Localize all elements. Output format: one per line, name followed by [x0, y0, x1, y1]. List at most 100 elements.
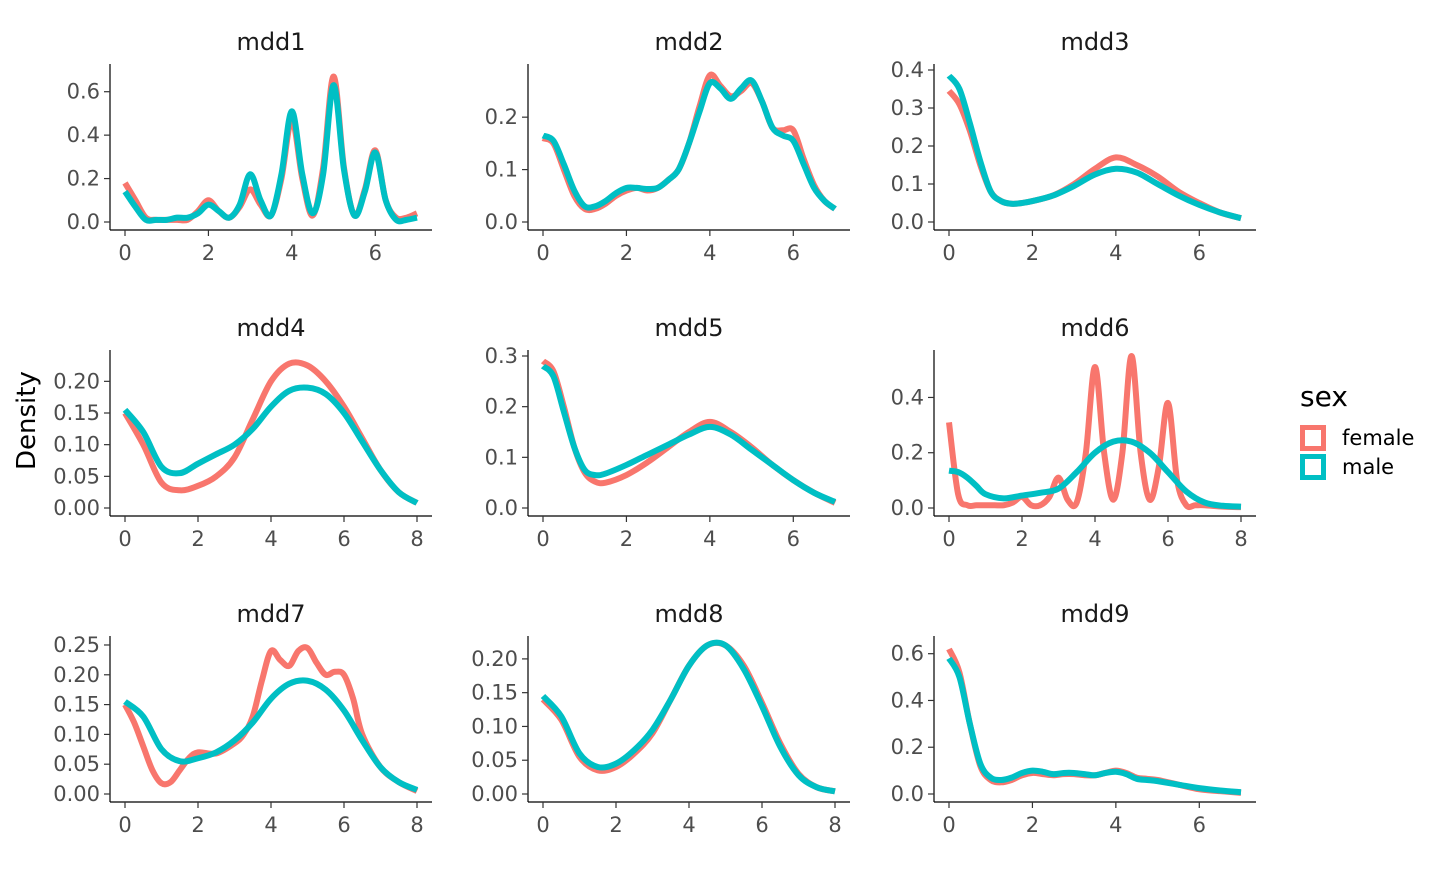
- density-line-male: [540, 363, 837, 505]
- y-tick-label: 0.2: [485, 105, 518, 129]
- x-tick-label: 2: [620, 527, 633, 551]
- y-tick-label: 0.1: [891, 172, 924, 196]
- density-line-female: [122, 644, 419, 794]
- x-tick-label: 2: [202, 241, 215, 265]
- y-tick-label: 0.05: [471, 748, 518, 772]
- x-tick-label: 6: [369, 241, 382, 265]
- x-tick-label: 6: [1193, 241, 1206, 265]
- legend-label-female: female: [1342, 425, 1415, 450]
- panel-title-mdd8: mdd8: [654, 600, 723, 628]
- panel-mdd6: mdd6 0 2 4 6 8 0.0 0.2 0.4: [891, 314, 1256, 551]
- x-tick-label: 6: [1193, 813, 1206, 837]
- y-tick-label: 0.10: [53, 722, 100, 746]
- x-tick-label: 0: [118, 241, 131, 265]
- x-tick-label: 8: [410, 527, 423, 551]
- panel-mdd1: mdd1 0 2 4 6 0.0 0.2 0.4 0.6: [67, 28, 432, 265]
- x-tick-label: 4: [703, 527, 716, 551]
- x-tick-label: 4: [285, 241, 298, 265]
- y-tick-label: 0.1: [485, 158, 518, 182]
- x-tick-label: 4: [1109, 241, 1122, 265]
- y-tick-label: 0.3: [891, 96, 924, 120]
- y-tick-label: 0.20: [53, 663, 100, 687]
- x-tick-label: 2: [191, 527, 204, 551]
- legend-item-female: female: [1300, 423, 1414, 452]
- x-tick-label: 6: [787, 527, 800, 551]
- panel-title-mdd1: mdd1: [236, 28, 305, 56]
- x-tick-label: 8: [410, 813, 423, 837]
- y-tick-label: 0.10: [471, 714, 518, 738]
- y-tick-label: 0.0: [67, 210, 100, 234]
- x-tick-label: 4: [264, 813, 277, 837]
- panel-mdd9: mdd9 0 2 4 6 0.0 0.2 0.4 0.6: [891, 600, 1256, 837]
- density-line-male: [123, 677, 419, 793]
- panel-title-mdd7: mdd7: [236, 600, 305, 628]
- x-tick-label: 0: [536, 241, 549, 265]
- y-tick-label: 0.15: [53, 401, 100, 425]
- y-axis-label: Density: [12, 371, 42, 470]
- panel-title-mdd3: mdd3: [1060, 28, 1129, 56]
- panel-mdd7: mdd7 0 2 4 6 8 0.00 0.05 0.10 0.15 0.20 0.25: [53, 600, 432, 837]
- density-line-male: [946, 73, 1242, 222]
- y-tick-label: 0.20: [471, 647, 518, 671]
- panel-mdd5: mdd5 0 2 4 6 0.0 0.1 0.2 0.3: [485, 314, 850, 551]
- y-tick-label: 0.0: [485, 210, 518, 234]
- x-tick-label: 4: [264, 527, 277, 551]
- y-tick-label: 0.20: [53, 369, 100, 393]
- y-tick-label: 0.1: [485, 445, 518, 469]
- density-line-female: [122, 359, 419, 506]
- density-line-male: [946, 656, 1242, 796]
- x-tick-label: 4: [1088, 527, 1101, 551]
- x-tick-label: 0: [942, 527, 955, 551]
- y-tick-label: 0.2: [485, 395, 518, 419]
- y-tick-label: 0.0: [891, 782, 924, 806]
- y-tick-label: 0.25: [53, 633, 100, 657]
- y-tick-label: 0.4: [67, 123, 100, 147]
- y-tick-label: 0.4: [891, 385, 924, 409]
- panel-mdd3: mdd3 0 2 4 6 0.0 0.1 0.2 0.3 0.4: [891, 28, 1256, 265]
- y-tick-label: 0.2: [891, 441, 924, 465]
- density-line-male: [541, 77, 837, 212]
- panel-title-mdd2: mdd2: [654, 28, 723, 56]
- x-tick-label: 2: [1015, 527, 1028, 551]
- x-tick-label: 0: [118, 813, 131, 837]
- y-tick-label: 0.2: [67, 167, 100, 191]
- x-tick-label: 8: [828, 813, 841, 837]
- density-line-female: [946, 353, 1242, 511]
- y-tick-label: 0.0: [485, 496, 518, 520]
- y-tick-label: 0.15: [53, 693, 100, 717]
- y-tick-label: 0.6: [67, 80, 100, 104]
- x-tick-label: 0: [118, 527, 131, 551]
- x-tick-label: 0: [536, 813, 549, 837]
- panel-mdd4: mdd4 0 2 4 6 8 0.00 0.05 0.10 0.15 0.20: [53, 314, 432, 551]
- density-line-male: [122, 384, 419, 506]
- legend-item-male: male: [1300, 452, 1414, 481]
- density-line-male: [122, 82, 418, 225]
- y-tick-label: 0.0: [891, 210, 924, 234]
- y-tick-label: 0.15: [471, 681, 518, 705]
- x-tick-label: 2: [620, 241, 633, 265]
- y-tick-label: 0.0: [891, 496, 924, 520]
- y-tick-label: 0.10: [53, 433, 100, 457]
- panel-mdd2: mdd2 0 2 4 6 0.0 0.1 0.2: [485, 28, 850, 265]
- x-tick-label: 4: [1109, 813, 1122, 837]
- x-tick-label: 2: [1026, 813, 1039, 837]
- y-tick-label: 0.2: [891, 134, 924, 158]
- x-tick-label: 8: [1234, 527, 1247, 551]
- density-line-female: [946, 647, 1242, 796]
- panel-title-mdd5: mdd5: [654, 314, 723, 342]
- x-tick-label: 2: [191, 813, 204, 837]
- panel-title-mdd6: mdd6: [1060, 314, 1129, 342]
- y-tick-label: 0.00: [53, 496, 100, 520]
- panel-title-mdd4: mdd4: [236, 314, 305, 342]
- x-tick-label: 0: [942, 813, 955, 837]
- panel-mdd8: mdd8 0 2 4 6 8 0.00 0.05 0.10 0.15 0.20: [471, 600, 850, 837]
- y-tick-label: 0.6: [891, 642, 924, 666]
- legend: sex female male: [1300, 380, 1414, 481]
- panel-title-mdd9: mdd9: [1060, 600, 1129, 628]
- legend-title: sex: [1300, 380, 1348, 413]
- density-line-female: [122, 73, 419, 224]
- x-tick-label: 6: [1161, 527, 1174, 551]
- y-tick-label: 0.00: [471, 782, 518, 806]
